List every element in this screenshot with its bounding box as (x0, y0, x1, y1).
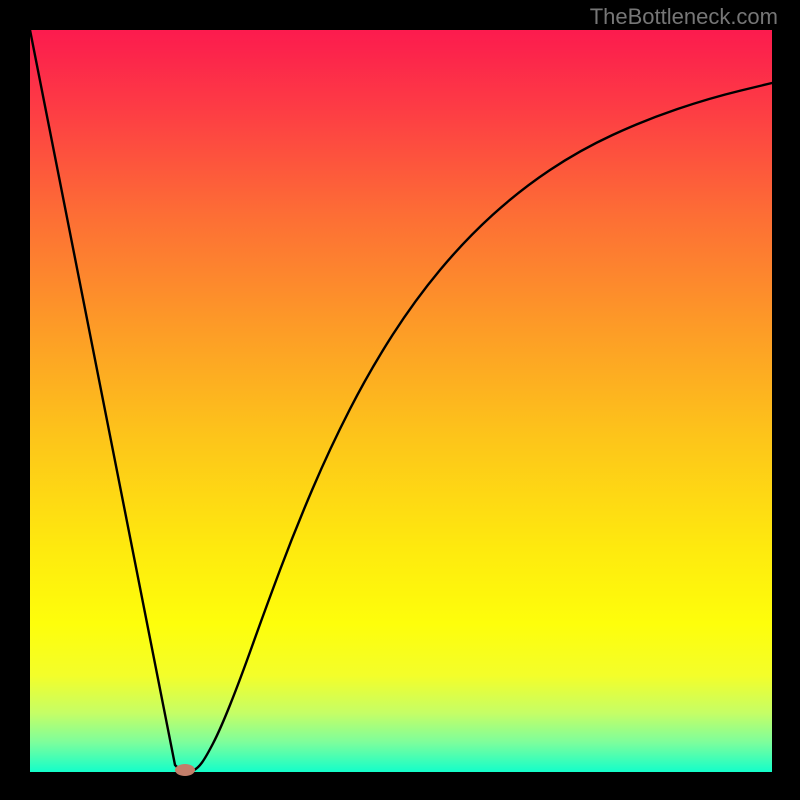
watermark-text: TheBottleneck.com (590, 4, 778, 30)
optimal-point-marker (175, 764, 195, 776)
chart-container: TheBottleneck.com (0, 0, 800, 800)
plot-background (30, 30, 772, 772)
bottleneck-chart (0, 0, 800, 800)
